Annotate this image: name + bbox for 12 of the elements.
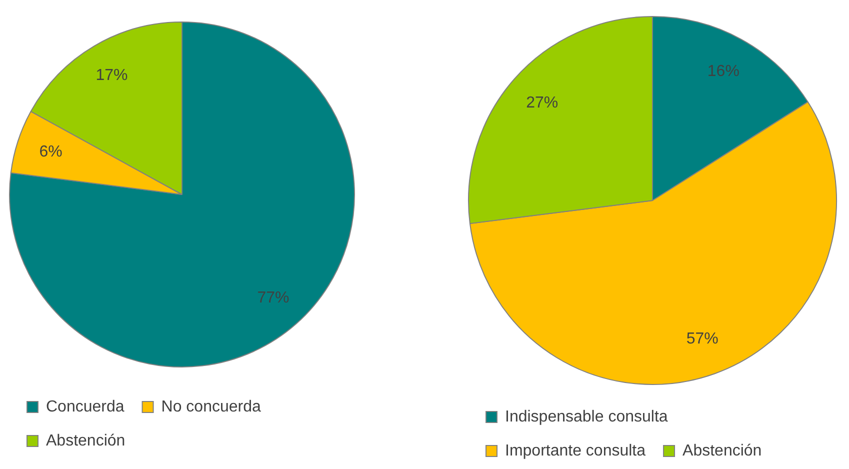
legend-label: Importante consulta: [505, 442, 646, 460]
legend-label: Abstención: [682, 442, 762, 460]
data-label: 16%: [707, 62, 740, 80]
legend-label: Concuerda: [46, 398, 124, 416]
legend-label: No concuerda: [161, 398, 261, 416]
data-label: 77%: [257, 289, 290, 306]
data-label: 17%: [96, 67, 128, 84]
legend-label: Abstención: [46, 432, 126, 450]
legend-label: Indispensable consulta: [505, 408, 668, 426]
data-label: 27%: [526, 94, 558, 112]
data-label: 57%: [686, 330, 718, 348]
data-label: 6%: [39, 143, 62, 160]
